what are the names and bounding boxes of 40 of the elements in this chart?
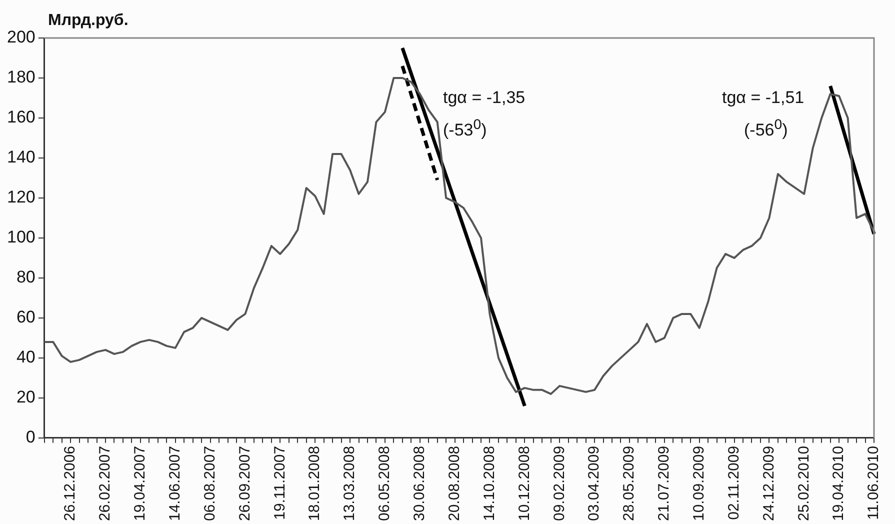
annotation: tgα = -1,35 <box>443 88 526 108</box>
y-tick-label: 160 <box>6 108 36 127</box>
x-tick-label: 10.12.2008 <box>516 446 533 522</box>
annotation: tgα = -1,51 <box>722 88 804 108</box>
y-tick-label: 120 <box>6 188 36 207</box>
x-tick-label: 19.11.2007 <box>271 446 288 520</box>
x-tick-label: 21.07.2009 <box>656 446 673 522</box>
x-tick-label: 06.08.2007 <box>201 446 218 522</box>
y-tick-label: 100 <box>6 228 36 247</box>
x-tick-label: 30.06.2008 <box>411 446 428 522</box>
x-tick-label: 19.04.2010 <box>830 446 848 522</box>
x-tick-label: 14.06.2007 <box>166 446 184 522</box>
y-tick-label: 40 <box>16 348 36 367</box>
x-tick-label: 03.04.2009 <box>586 446 603 522</box>
y-tick-label: 140 <box>6 148 36 167</box>
x-tick-label: 18.01.2008 <box>306 446 324 522</box>
x-tick-label: 26.02.2007 <box>96 446 114 522</box>
x-tick-label: 28.05.2009 <box>620 446 638 522</box>
x-tick-label: 24.12.2009 <box>760 446 778 522</box>
x-tick-label: 11.06.2010 <box>865 446 882 520</box>
y-tick-label: 200 <box>6 28 36 47</box>
x-tick-label: 19.04.2007 <box>132 446 149 522</box>
x-tick-label: 02.11.2009 <box>725 446 742 520</box>
x-tick-label: 25.02.2010 <box>795 446 812 522</box>
x-tick-label: 09.02.2009 <box>550 446 568 522</box>
y-tick-label: 180 <box>6 68 36 87</box>
annotation: (-56$^{0}$) <box>744 117 788 141</box>
x-tick-label: 14.10.2008 <box>480 446 498 522</box>
y-tick-label: 20 <box>16 388 36 407</box>
annotation: (-53$^{0}$) <box>443 117 487 141</box>
y-tick-label: 0 <box>26 428 36 447</box>
x-tick-label: 20.08.2008 <box>446 446 463 522</box>
y-tick-label: 60 <box>16 308 36 327</box>
y-tick-label: 80 <box>16 268 36 287</box>
x-tick-label: 06.05.2008 <box>376 446 394 522</box>
y-axis-title: Млрд.руб. <box>48 12 128 30</box>
x-tick-label: 26.09.2007 <box>236 446 254 522</box>
x-tick-label: 13.03.2008 <box>341 446 358 522</box>
x-tick-label: 26.12.2006 <box>62 446 79 522</box>
x-tick-label: 10.09.2009 <box>690 446 708 522</box>
